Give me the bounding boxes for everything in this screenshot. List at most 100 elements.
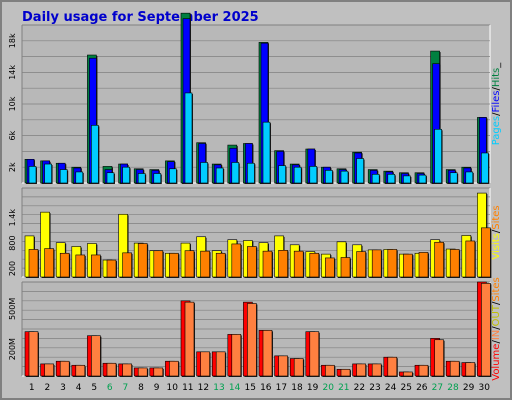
bar-sites-day-22-body [356, 251, 366, 278]
bar-sites-day-27-body [434, 241, 444, 278]
day-label-8: 8 [138, 383, 144, 393]
bar-sites-day-23 [371, 249, 383, 278]
bar-sites-day-2 [44, 248, 55, 278]
day-label-24: 24 [385, 383, 397, 393]
bar-pages-day-21-body [340, 170, 349, 184]
axis-legend-part: _ [491, 62, 502, 69]
bar-sites-day-12 [200, 250, 211, 278]
bar-out-day-26-body [418, 364, 429, 377]
bar-pages-day-15-body [247, 162, 255, 184]
bar-pages-day-14-body [231, 162, 240, 184]
axis-legend-label: Visits/Sites [491, 205, 502, 259]
bar-pages-day-28 [449, 172, 459, 184]
bar-out-day-12 [200, 351, 211, 377]
bar-sites-day-19 [309, 252, 320, 278]
ytick-label: 14k [8, 65, 17, 80]
day-label-28: 28 [447, 383, 459, 393]
bar-out-day-29 [465, 362, 476, 377]
bar-out-day-11 [184, 301, 195, 377]
day-label-9: 9 [154, 383, 160, 393]
bar-out-day-20-body [325, 364, 335, 377]
day-label-3: 3 [60, 383, 66, 393]
bar-out-day-27-body [434, 339, 444, 377]
bar-pages-day-12-body [200, 162, 208, 184]
bar-sites-day-17 [278, 250, 289, 278]
bar-pages-day-9 [153, 173, 162, 184]
bar-out-day-5-body [91, 335, 101, 377]
day-label-2: 2 [45, 383, 51, 393]
bar-pages-day-23 [371, 174, 381, 184]
bar-sites-day-21 [340, 257, 351, 278]
bar-sites-day-28-body [449, 249, 460, 278]
day-label-22: 22 [354, 383, 365, 393]
bar-pages-day-20-body [325, 170, 333, 184]
axis-legend-part: Visits [491, 233, 502, 260]
bar-pages-day-12 [200, 162, 209, 184]
ytick-label: 10k [8, 96, 17, 111]
axis-legend-part: Volume [491, 344, 502, 381]
bar-pages-day-14 [231, 162, 240, 184]
bar-sites-day-13-body [215, 252, 226, 278]
day-label-26: 26 [416, 383, 428, 393]
bar-pages-day-6 [106, 172, 115, 184]
day-label-18: 18 [291, 383, 303, 393]
bar-sites-day-7 [122, 252, 133, 278]
bar-out-day-21 [340, 368, 351, 377]
bar-pages-day-3 [59, 169, 69, 184]
bar-sites-day-28 [449, 249, 461, 278]
day-label-13: 13 [213, 383, 224, 393]
bar-out-day-24-body [387, 356, 398, 377]
bar-out-day-23-body [371, 363, 382, 377]
bar-sites-day-16-body [262, 250, 273, 278]
bar-pages-day-6-body [106, 172, 115, 184]
ytick-label: 18k [8, 33, 17, 48]
bar-out-day-15-body [247, 303, 257, 377]
axis-legend-part: OUT [491, 304, 502, 326]
bar-out-day-20 [325, 364, 336, 377]
bar-sites-day-14 [231, 243, 242, 278]
axis-legend-label: Volume/IN/OUT/Sites [491, 277, 502, 381]
axis-legend-part: Sites [491, 277, 502, 301]
bar-out-day-19-body [309, 331, 320, 377]
axis-legend-part: / [491, 340, 502, 344]
bar-out-day-13 [215, 351, 227, 377]
day-label-15: 15 [244, 383, 255, 393]
bar-out-day-9-body [153, 367, 164, 377]
bar-out-day-12-body [200, 351, 210, 377]
axis-legend-part: Hits [491, 68, 502, 87]
bar-sites-day-18 [293, 250, 305, 278]
bar-pages-day-25 [403, 175, 412, 184]
bar-sites-day-20 [325, 257, 336, 278]
ytick-label: 200 [8, 261, 17, 276]
bar-out-day-30-body [481, 283, 491, 377]
bar-pages-day-22-body [356, 158, 364, 184]
day-label-17: 17 [276, 383, 287, 393]
chart-title: Daily usage for September 2025 [22, 10, 259, 25]
bar-pages-day-16 [262, 121, 271, 184]
bar-sites-day-1 [28, 249, 39, 278]
bar-pages-day-29-body [465, 171, 474, 184]
bar-pages-day-13 [215, 167, 225, 184]
bar-out-day-10-body [169, 360, 179, 377]
bar-out-day-8-body [137, 367, 148, 377]
axis-legend-part: / [491, 326, 502, 330]
bar-out-day-29-body [465, 362, 476, 377]
panel-visits-sites: 200 800 1.4k Visits/Sites [8, 187, 502, 278]
day-label-21: 21 [338, 383, 349, 393]
bar-pages-day-2-body [44, 163, 52, 184]
bar-out-day-19 [309, 331, 320, 377]
bar-out-day-28-body [449, 360, 460, 377]
bar-sites-day-16 [262, 250, 273, 278]
bar-sites-day-10 [169, 252, 180, 278]
bar-pages-day-5 [91, 125, 100, 184]
bar-sites-day-23-body [371, 249, 382, 278]
bar-out-day-15 [247, 303, 258, 377]
bar-sites-day-9-body [153, 250, 164, 278]
bar-out-day-30 [481, 283, 492, 377]
axis-legend-part: / [491, 301, 502, 305]
bar-sites-day-26 [418, 252, 429, 278]
bar-pages-day-17-body [278, 165, 286, 184]
bar-sites-day-24-body [387, 249, 398, 278]
